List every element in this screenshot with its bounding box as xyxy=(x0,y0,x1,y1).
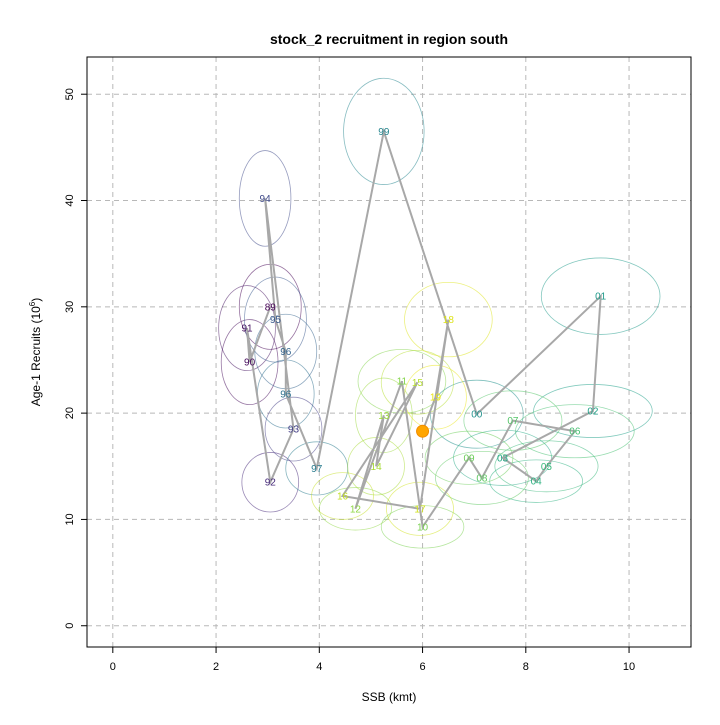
data-point-label: 10 xyxy=(417,522,429,533)
data-point-label: 96 xyxy=(280,347,292,358)
data-point-label: 12 xyxy=(350,504,362,515)
uncertainty-ellipses xyxy=(218,77,661,549)
y-axis-label-close: ) xyxy=(29,298,43,302)
y-axis-label: Age-1 Recruits (106) xyxy=(28,298,43,407)
data-point-label: 99 xyxy=(378,127,390,138)
y-tick-label: 0 xyxy=(64,623,76,629)
data-point-label: 08 xyxy=(476,473,488,484)
data-point-label: 91 xyxy=(241,324,253,335)
uncertainty-ellipse xyxy=(241,452,300,513)
x-tick-label: 2 xyxy=(213,661,219,673)
x-tick-label: 4 xyxy=(316,661,322,673)
y-axis-label-main: Age-1 Recruits (10 xyxy=(29,306,43,406)
trajectory-line xyxy=(246,127,602,530)
uncertainty-ellipse xyxy=(494,440,599,493)
plot-frame xyxy=(86,56,692,648)
uncertainty-ellipse xyxy=(453,429,553,486)
uncertainty-ellipse xyxy=(343,77,425,185)
y-tick-label: 40 xyxy=(64,194,76,206)
data-point-label: 89 xyxy=(265,302,277,313)
uncertainty-ellipse xyxy=(533,384,653,438)
data-point-label: 11 xyxy=(397,377,408,388)
y-tick-label: 50 xyxy=(64,88,76,100)
data-point-label: 94 xyxy=(260,194,272,205)
y-tick-label: 30 xyxy=(64,301,76,313)
uncertainty-ellipse xyxy=(404,281,493,358)
uncertainty-ellipse xyxy=(264,396,323,462)
data-point-label: 14 xyxy=(371,462,383,473)
trajectory-path xyxy=(246,127,602,530)
uncertainty-ellipse xyxy=(463,390,563,451)
data-point-label: 97 xyxy=(311,464,323,475)
y-tick-label: 10 xyxy=(64,513,76,525)
x-tick-label: 10 xyxy=(623,661,635,673)
point-labels: 89 90 91 92 93 94 95 96 96 97 99 00 01 02 03 04 05 06 07 08… xyxy=(241,127,606,533)
uncertainty-ellipse xyxy=(218,285,276,372)
uncertainty-ellipse xyxy=(424,430,514,485)
data-point-label: 00 xyxy=(471,410,483,421)
data-point-label: 93 xyxy=(288,425,300,436)
data-point-label: 16 xyxy=(337,492,349,503)
uncertainty-ellipse xyxy=(318,487,392,531)
data-point-label: 13 xyxy=(378,411,390,422)
data-point-label: 05 xyxy=(541,462,553,473)
x-tick-label: 8 xyxy=(523,661,529,673)
data-point-label: 19 xyxy=(430,393,442,404)
chart-title: stock_2 recruitment in region south xyxy=(270,31,508,47)
uncertainty-ellipse xyxy=(238,150,292,247)
data-point-label: 03 xyxy=(497,453,509,464)
data-point-label: 06 xyxy=(569,427,581,438)
x-tick-label: 0 xyxy=(110,661,116,673)
data-point-label: 95 xyxy=(270,315,282,326)
data-point-label: 90 xyxy=(244,358,256,369)
uncertainty-ellipse xyxy=(386,481,454,536)
data-point-label: 07 xyxy=(507,416,519,427)
data-point-label: 09 xyxy=(463,453,475,464)
current-point-layer xyxy=(416,424,430,438)
data-point-label: 96 xyxy=(280,389,292,400)
y-axis-label-exponent: 6 xyxy=(28,301,37,306)
data-point-label: 92 xyxy=(265,478,277,489)
uncertainty-ellipse xyxy=(540,257,661,335)
y-tick-label: 20 xyxy=(64,407,76,419)
data-point-label: 15 xyxy=(412,378,424,389)
uncertainty-ellipse xyxy=(429,379,524,449)
data-point-label: 04 xyxy=(531,477,543,488)
data-point-label: 18 xyxy=(443,315,455,326)
uncertainty-ellipse xyxy=(380,505,465,549)
uncertainty-ellipse xyxy=(380,350,454,415)
uncertainty-ellipse xyxy=(311,472,374,520)
uncertainty-ellipse xyxy=(435,450,529,505)
current-point-marker xyxy=(416,424,430,438)
x-tick-label: 6 xyxy=(419,661,425,673)
data-point-label: 02 xyxy=(587,407,599,418)
data-point-label: 17 xyxy=(414,504,426,515)
data-point-label: 01 xyxy=(595,292,607,303)
uncertainty-ellipse xyxy=(515,404,635,459)
x-axis-label: SSB (kmt) xyxy=(362,690,417,704)
